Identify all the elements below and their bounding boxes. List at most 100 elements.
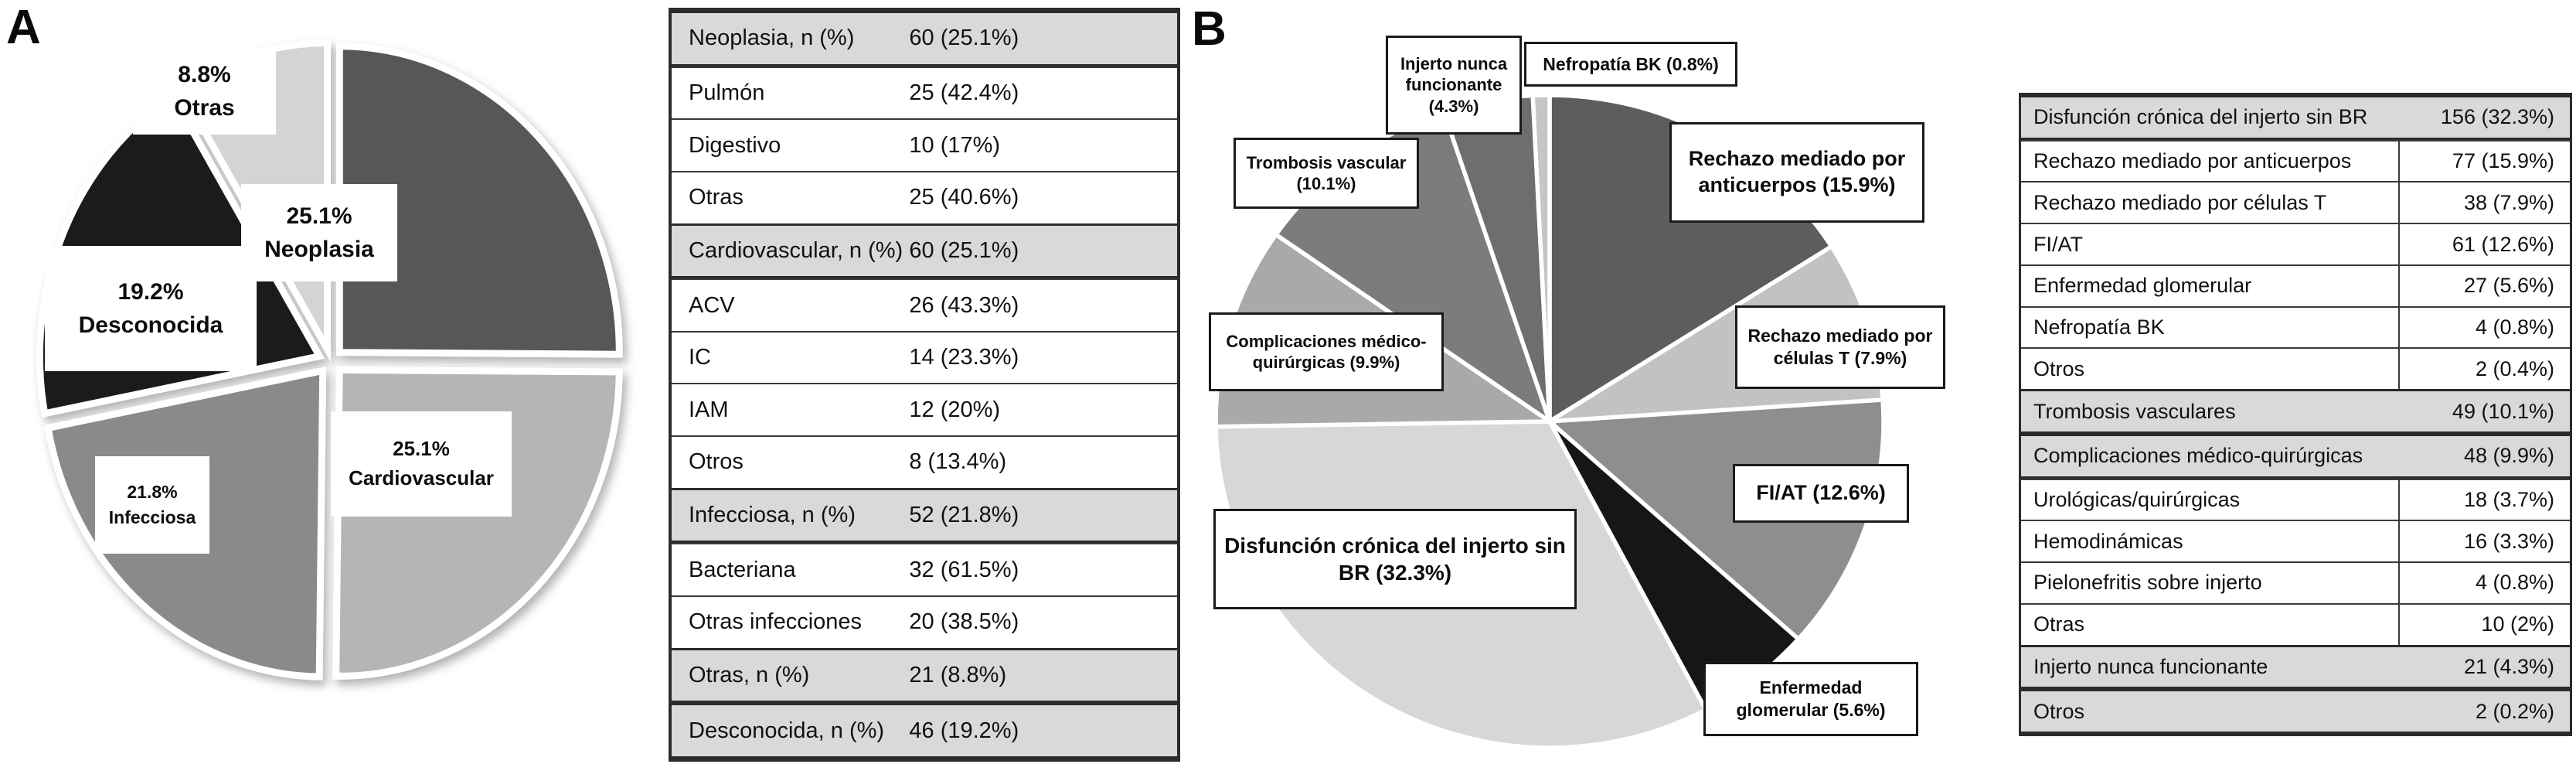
table-row-label: Rechazo mediado por anticuerpos	[2021, 141, 2400, 182]
pie-a-label-otras: 8.8% Otras	[133, 48, 276, 135]
table-row: Pulmón 25 (42.4%)	[672, 66, 1177, 119]
table-row: Hemodinámicas 16 (3.3%)	[2021, 520, 2570, 562]
table-row-value: 25 (42.4%)	[909, 80, 1019, 105]
table-row: IC 14 (23.3%)	[672, 330, 1177, 384]
table-row-value: 60 (25.1%)	[909, 237, 1019, 263]
table-row: Trombosis vasculares 49 (10.1%)	[2021, 389, 2570, 434]
table-row-label: Otras	[2021, 604, 2400, 645]
table-row-label: IAM	[689, 397, 729, 422]
table-row: Neoplasia, n (%) 60 (25.1%)	[672, 11, 1177, 67]
table-row-value: 32 (61.5%)	[909, 557, 1019, 582]
table-row-label: Desconocida, n (%)	[689, 718, 885, 743]
table-row: Infecciosa, n (%) 52 (21.8%)	[672, 487, 1177, 544]
table-row: Rechazo mediado por anticuerpos 77 (15.9…	[2021, 139, 2570, 182]
callout-enfermedad-glomerular: Enfermedad glomerular (5.6%)	[1703, 662, 1918, 736]
table-row-value: 61 (12.6%)	[2452, 232, 2554, 256]
pie-a-label-neoplasia: 25.1% Neoplasia	[241, 184, 397, 281]
table-row: Pielonefritis sobre injerto 4 (0.8%)	[2021, 561, 2570, 603]
table-row: Disfunción crónica del injerto sin BR 15…	[2021, 95, 2570, 140]
callout-fi-at: FI/AT (12.6%)	[1733, 464, 1909, 523]
pie-a-label-desconocida-pct: 19.2%	[117, 278, 184, 305]
pie-slice-neoplasia	[335, 43, 623, 358]
table-row-value: 20 (38.5%)	[909, 609, 1019, 635]
callout-injerto-nunca-funcionante: Injerto nunca funcionante (4.3%)	[1386, 36, 1522, 135]
table-row-value: 52 (21.8%)	[909, 503, 1019, 528]
table-row-value: 48 (9.9%)	[2463, 444, 2554, 468]
table-row: ACV 26 (43.3%)	[672, 278, 1177, 331]
table-row-value: 21 (8.8%)	[909, 663, 1007, 687]
table-row: Nefropatía BK 4 (0.8%)	[2021, 305, 2570, 348]
pie-chart-a	[36, 39, 623, 680]
table-row-value: 60 (25.1%)	[909, 26, 1019, 51]
pie-a-label-cardiovascular: 25.1% Cardiovascular	[331, 411, 512, 517]
table-row-value: 12 (20%)	[909, 397, 1001, 422]
panel-b-letter: B	[1192, 2, 1227, 56]
table-row-label: Rechazo mediado por células T	[2021, 182, 2400, 223]
pie-a-label-infecciosa-name: Infecciosa	[108, 507, 196, 527]
table-row-label: Enfermedad glomerular	[2021, 265, 2400, 306]
table-row-label: ACV	[689, 292, 735, 318]
table-row: Otras infecciones 20 (38.5%)	[672, 595, 1177, 648]
table-row-value: 156 (32.3%)	[2440, 105, 2554, 129]
table-row: FI/AT 61 (12.6%)	[2021, 223, 2570, 264]
table-row-label: Pulmón	[689, 80, 765, 105]
pie-a-label-infecciosa-pct: 21.8%	[127, 481, 178, 502]
table-row-value: 10 (17%)	[909, 132, 1001, 158]
table-row-value: 10 (2%)	[2481, 612, 2554, 636]
table-row-label: Cardiovascular, n (%)	[689, 237, 903, 263]
table-row-value: 14 (23.3%)	[909, 345, 1019, 370]
pie-a-label-otras-name: Otras	[174, 95, 235, 121]
table-row: IAM 12 (20%)	[672, 383, 1177, 436]
table-row-label: Pielonefritis sobre injerto	[2021, 563, 2400, 603]
table-row-value: 27 (5.6%)	[2463, 274, 2554, 298]
table-row-value: 46 (19.2%)	[909, 718, 1019, 743]
table-row: Otros 2 (0.4%)	[2021, 347, 2570, 390]
table-row: Cardiovascular, n (%) 60 (25.1%)	[672, 223, 1177, 279]
table-row-value: 77 (15.9%)	[2452, 149, 2554, 173]
pie-a-label-neoplasia-pct: 25.1%	[286, 203, 352, 229]
table-row: Rechazo mediado por células T 38 (7.9%)	[2021, 181, 2570, 223]
table-row: Otros 2 (0.2%)	[2021, 689, 2570, 735]
pie-a-label-cardiovascular-pct: 25.1%	[393, 437, 450, 461]
pie-a-label-cardiovascular-name: Cardiovascular	[349, 466, 494, 489]
table-row-label: Trombosis vasculares	[2033, 399, 2236, 423]
table-row-label: IC	[689, 345, 711, 370]
table-row-value: 38 (7.9%)	[2463, 190, 2554, 214]
callout-disfuncion-cronica: Disfunción crónica del injerto sin BR (3…	[1213, 509, 1577, 609]
table-row: Bacteriana 32 (61.5%)	[672, 543, 1177, 596]
pie-slice-fi-at	[1544, 397, 1886, 643]
table-row-label: Disfunción crónica del injerto sin BR	[2033, 105, 2368, 129]
table-row-label: Otros	[2021, 349, 2400, 390]
table-row-label: Injerto nunca funcionante	[2033, 654, 2268, 678]
table-row: Otros 8 (13.4%)	[672, 435, 1177, 488]
table-row: Otras 10 (2%)	[2021, 602, 2570, 645]
table-row: Enfermedad glomerular 27 (5.6%)	[2021, 264, 2570, 306]
table-row-label: Otras infecciones	[689, 609, 863, 635]
table-row: Urológicas/quirúrgicas 18 (3.7%)	[2021, 478, 2570, 520]
callout-rechazo-celulas-t: Rechazo mediado por células T (7.9%)	[1735, 305, 1945, 389]
callout-trombosis-vascular: Trombosis vascular (10.1%)	[1234, 138, 1419, 209]
pie-a-label-desconocida: 19.2% Desconocida	[45, 246, 257, 371]
table-row-label: Neoplasia, n (%)	[689, 26, 855, 51]
pie-a-label-otras-pct: 8.8%	[178, 61, 231, 87]
callout-complicaciones-medico-quirurgicas: Complicaciones médico-quirúrgicas (9.9%)	[1209, 312, 1444, 391]
pie-a-label-infecciosa: 21.8% Infecciosa	[95, 456, 209, 554]
table-row-value: 8 (13.4%)	[909, 449, 1007, 475]
table-row-value: 2 (0.2%)	[2475, 699, 2554, 723]
table-row: Otras, n (%) 21 (8.8%)	[672, 647, 1177, 704]
table-row-label: Digestivo	[689, 132, 781, 158]
table-row-label: FI/AT	[2021, 224, 2400, 264]
table-row-label: Complicaciones médico-quirúrgicas	[2033, 444, 2363, 468]
table-row: Complicaciones médico-quirúrgicas 48 (9.…	[2021, 433, 2570, 479]
table-row-label: Otras, n (%)	[689, 663, 810, 687]
table-row-label: Nefropatía BK	[2021, 307, 2400, 348]
table-row-label: Otros	[689, 449, 744, 475]
table-row-label: Otros	[2033, 699, 2085, 723]
table-row-value: 18 (3.7%)	[2463, 487, 2554, 511]
callout-nefropatia-bk: Nefropatía BK (0.8%)	[1524, 42, 1737, 87]
table-row-label: Infecciosa, n (%)	[689, 503, 856, 528]
table-row: Injerto nunca funcionante 21 (4.3%)	[2021, 644, 2570, 690]
table-row-label: Bacteriana	[689, 557, 796, 582]
pie-a-label-neoplasia-name: Neoplasia	[264, 237, 374, 262]
